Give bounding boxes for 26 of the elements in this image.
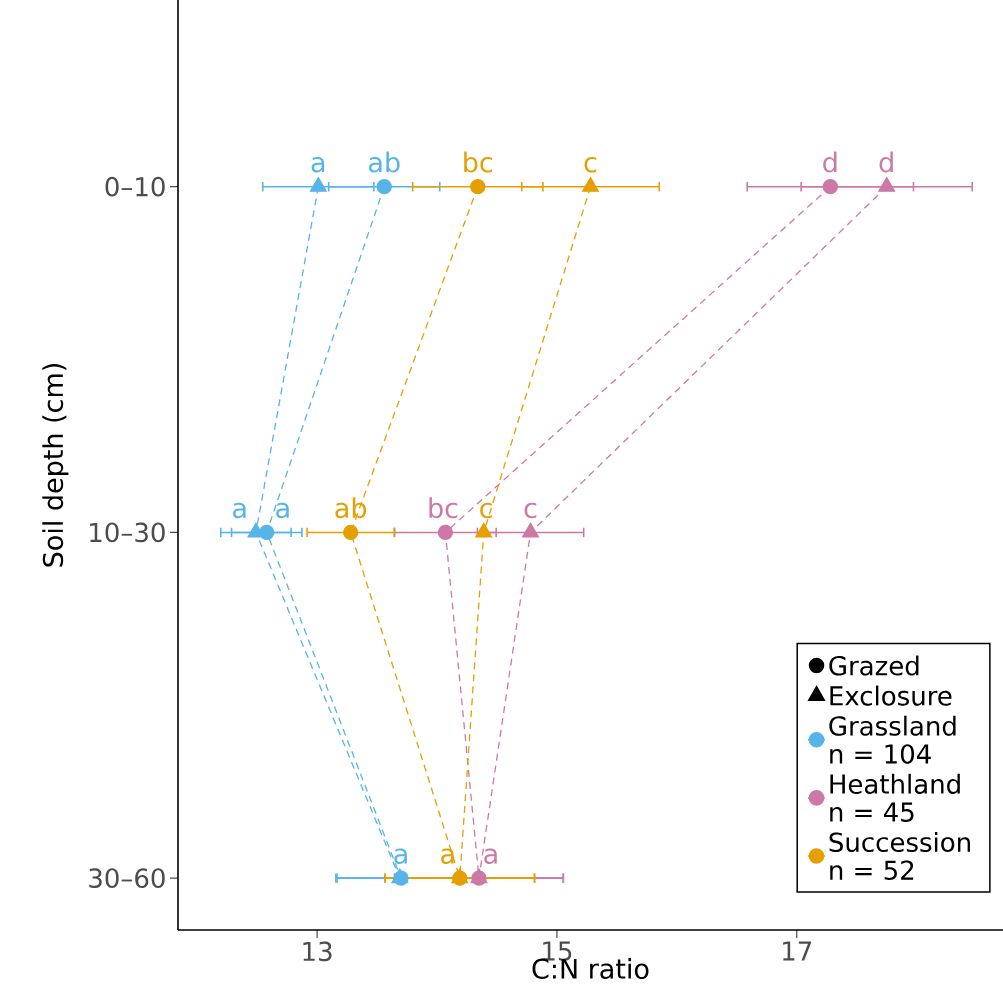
data-label: c <box>480 502 492 519</box>
data-label: c <box>584 157 597 173</box>
x-tick-label: 17 <box>783 941 812 961</box>
legend-label: Succession n = 52 <box>829 831 970 881</box>
legend-label: Heathland n = 45 <box>830 773 960 822</box>
y-tick-label: 10–30 <box>90 522 165 543</box>
data-label: a <box>233 502 246 519</box>
legend-label: Exclosure <box>830 685 952 706</box>
y-tick-label: 30–60 <box>89 868 165 888</box>
data-label: a <box>276 502 289 519</box>
y-axis-title: Soil depth (cm) <box>42 364 69 567</box>
data-label: ab <box>369 151 400 173</box>
data-label: bc <box>429 497 458 519</box>
data-label: c <box>524 502 537 519</box>
y-tick-label: 0–10 <box>105 176 165 197</box>
legend-label: Grazed <box>829 655 919 676</box>
x-tick-label: 13 <box>303 941 332 962</box>
data-label: ab <box>335 497 367 519</box>
data-label: a <box>311 157 325 173</box>
legend-label: Grassland n = 104 <box>829 715 956 764</box>
data-label: a <box>441 848 454 864</box>
data-label: a <box>484 848 497 864</box>
data-label: d <box>823 151 837 173</box>
data-label: bc <box>464 151 493 173</box>
data-label: a <box>394 848 407 864</box>
data-label: d <box>879 151 893 173</box>
